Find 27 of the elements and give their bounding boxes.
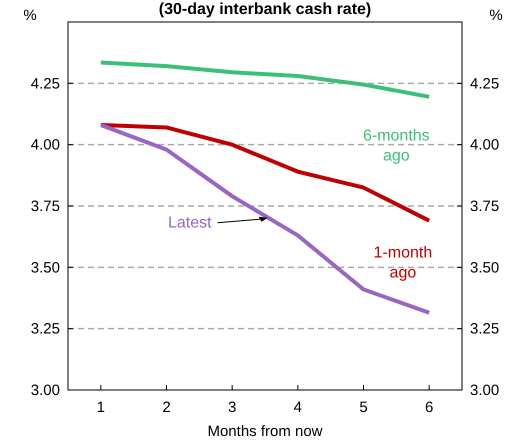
y-axis-title: % [23,7,37,24]
x-axis-title: Months from now [207,423,323,440]
y-tick-label: 3.50 [30,259,60,276]
line-series [98,123,432,315]
x-tick-label: 6 [424,399,434,416]
y2-tick-label: 3.25 [470,320,500,338]
y2-tick-label: 3.00 [470,382,500,399]
x-tick-label: 1 [96,399,106,416]
series-label: 6-months ago [362,128,430,165]
y2-axis-title: % [489,7,503,24]
series-label: Latest [168,214,212,232]
line-series [98,60,432,99]
x-tick-label: 5 [359,399,368,416]
chart-title: (30-day interbank cash rate) [158,1,372,18]
y2-tick-label: 3.50 [470,259,500,276]
y2-tick-label: 4.25 [470,75,500,92]
y-tick-label: 4.25 [30,75,60,92]
series-label: 1-month ago [374,244,432,282]
y-tick-label: 4.00 [30,136,60,154]
x-tick-label: 3 [228,399,236,416]
x-tick-label: 2 [162,399,171,416]
y-tick-label: 3.00 [30,382,60,399]
y2-tick-label: 4.00 [470,136,500,154]
x-tick-label: 4 [294,399,302,416]
y-tick-label: 3.75 [30,198,60,215]
y2-tick-label: 3.75 [470,198,500,215]
y-tick-label: 3.25 [30,320,60,338]
